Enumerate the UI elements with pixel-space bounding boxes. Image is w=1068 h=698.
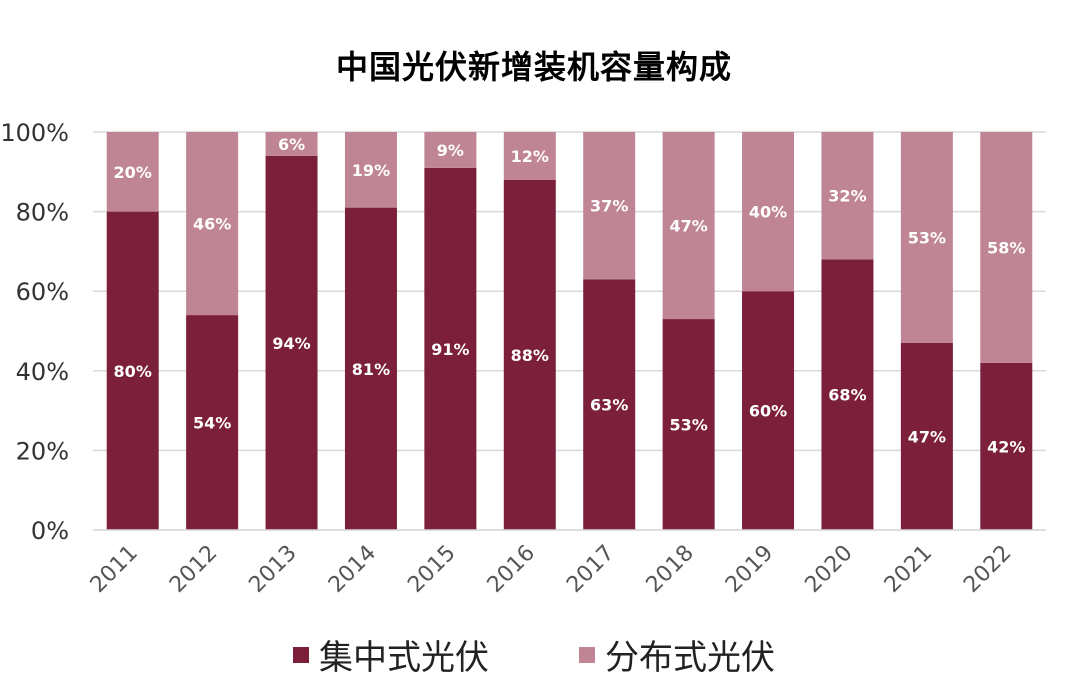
- data-label: 47%: [669, 217, 707, 236]
- bar-segment-distributed: [583, 132, 636, 280]
- y-tick-label: 40%: [16, 358, 69, 386]
- bar-segment-distributed: [821, 132, 874, 260]
- x-tick-label: 2019: [721, 541, 778, 598]
- x-tick-label: 2020: [800, 541, 857, 598]
- x-tick-label: 2018: [642, 541, 699, 598]
- chart-legend: 集中式光伏 分布式光伏: [0, 630, 1068, 679]
- bar-segment-centralized: [900, 342, 953, 530]
- bar-segment-centralized: [186, 315, 239, 530]
- bar-segment-centralized: [662, 319, 715, 530]
- bar-segment-distributed: [980, 132, 1033, 363]
- data-label: 63%: [590, 396, 628, 415]
- bar-segment-distributed: [662, 132, 715, 320]
- bar-segment-distributed: [742, 132, 795, 292]
- data-label: 53%: [669, 416, 707, 435]
- data-label: 60%: [749, 402, 787, 421]
- chart-title: 中国光伏新增装机容量构成: [335, 48, 732, 86]
- bar-segment-distributed: [424, 132, 477, 168]
- data-label: 42%: [987, 437, 1025, 456]
- bar-segment-distributed: [265, 132, 318, 156]
- bar-segment-centralized: [344, 207, 397, 530]
- legend-swatch-distributed: [579, 646, 595, 663]
- bar-segment-centralized: [980, 362, 1033, 530]
- data-label: 91%: [431, 340, 469, 359]
- data-label: 94%: [272, 334, 310, 353]
- x-tick-label: 2021: [880, 541, 937, 598]
- data-label: 6%: [278, 135, 305, 154]
- data-label: 19%: [352, 161, 390, 180]
- bar-segment-centralized: [424, 167, 477, 530]
- data-label: 58%: [987, 238, 1025, 257]
- bar-segment-centralized: [742, 291, 795, 530]
- y-tick-label: 100%: [0, 119, 69, 147]
- bar-segment-centralized: [821, 259, 874, 530]
- data-label: 68%: [828, 386, 866, 405]
- y-tick-label: 20%: [16, 437, 69, 465]
- x-tick-label: 2013: [245, 541, 302, 598]
- y-tick-label: 0%: [31, 517, 69, 545]
- data-label: 9%: [437, 141, 464, 160]
- legend-label-centralized: 集中式光伏: [319, 638, 489, 678]
- bar-segment-distributed: [900, 132, 953, 343]
- legend-item-distributed: 分布式光伏: [579, 630, 775, 679]
- bar-segment-distributed: [106, 132, 159, 212]
- bar-segment-centralized: [503, 179, 556, 530]
- bar-segment-distributed: [186, 132, 239, 316]
- data-label: 20%: [114, 163, 152, 182]
- legend-label-distributed: 分布式光伏: [605, 638, 775, 678]
- bar-segment-centralized: [583, 279, 636, 530]
- x-tick-label: 2012: [165, 541, 222, 598]
- data-label: 88%: [511, 346, 549, 365]
- legend-item-centralized: 集中式光伏: [293, 630, 489, 679]
- data-label: 80%: [114, 362, 152, 381]
- bar-segment-distributed: [344, 132, 397, 208]
- bar-segment-distributed: [503, 132, 556, 180]
- legend-swatch-centralized: [293, 646, 309, 663]
- y-tick-label: 60%: [16, 278, 69, 306]
- x-tick-label: 2015: [403, 541, 460, 598]
- x-tick-label: 2016: [483, 541, 540, 598]
- data-label: 54%: [193, 414, 231, 433]
- data-label: 46%: [193, 215, 231, 234]
- x-tick-label: 2022: [959, 541, 1016, 598]
- x-tick-label: 2017: [562, 541, 619, 598]
- data-label: 32%: [828, 187, 866, 206]
- data-label: 81%: [352, 360, 390, 379]
- data-label: 47%: [908, 427, 946, 446]
- bar-segment-centralized: [265, 155, 318, 530]
- bar-segment-centralized: [106, 211, 159, 530]
- data-label: 53%: [908, 228, 946, 247]
- y-tick-label: 80%: [16, 199, 69, 227]
- x-tick-label: 2014: [324, 541, 381, 598]
- x-tick-label: 2011: [86, 541, 143, 598]
- data-label: 37%: [590, 197, 628, 216]
- data-label: 12%: [511, 147, 549, 166]
- data-label: 40%: [749, 203, 787, 222]
